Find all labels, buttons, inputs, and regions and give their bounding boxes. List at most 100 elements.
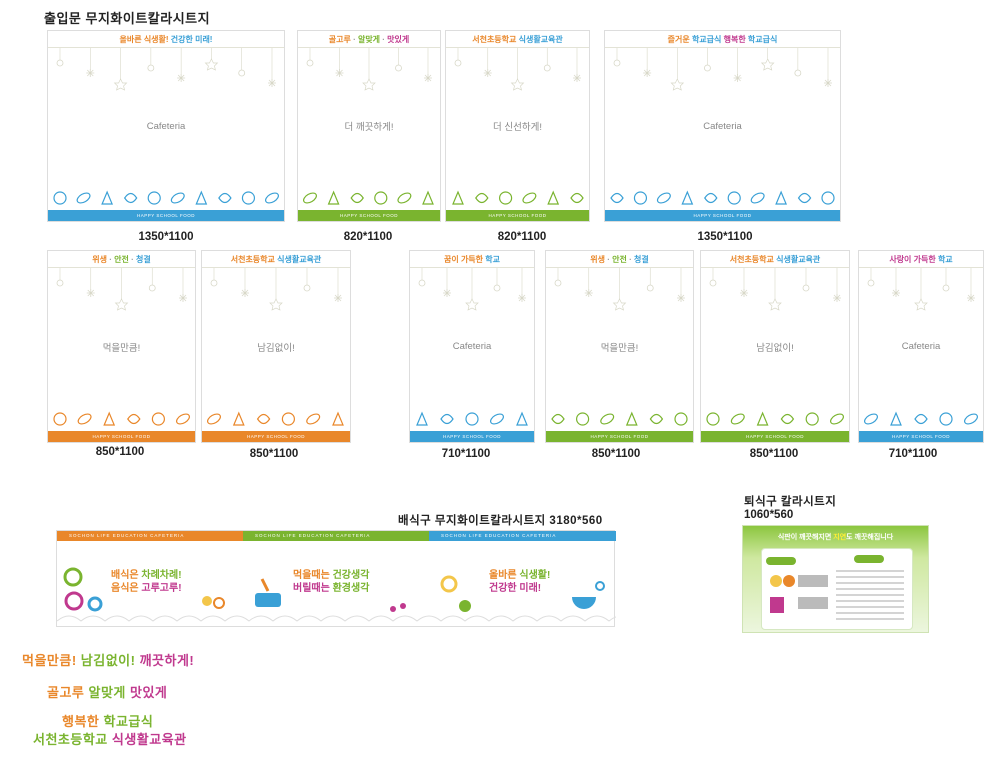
vegetable-icons	[53, 190, 279, 205]
text-part: ·	[380, 35, 388, 44]
panel-band: HAPPY SCHOOL FOOD	[298, 210, 440, 221]
text-part: 차례차례!	[138, 570, 182, 581]
text-part: 배식은	[111, 570, 139, 581]
return-sheet[interactable]: 식판이 깨끗해지면 지연도 깨끗해집니다	[742, 525, 929, 633]
return-title: 퇴식구 칼라시트지	[744, 496, 837, 508]
panel-center-text: Cafeteria	[452, 341, 492, 352]
text-part: 안전	[612, 255, 627, 264]
panel-band: HAPPY SCHOOL FOOD	[48, 431, 195, 442]
return-size: 1060*560	[744, 509, 794, 521]
panel-band: HAPPY SCHOOL FOOD	[410, 431, 534, 442]
panel-header: 서천초등학교 식생활교육관	[701, 251, 849, 268]
text-part: 알맞게	[84, 685, 126, 700]
text-part: 위생	[92, 255, 108, 264]
text-part: ·	[128, 255, 136, 264]
door-panel[interactable]: 꿈이 가득한 학교 Cafeteria HAPPY SCHOOL FOOD	[409, 250, 535, 443]
panel-center-text: 남김없이!	[756, 342, 794, 354]
text-part: 행복한	[62, 714, 100, 729]
hanging-decor	[867, 268, 975, 311]
panel-header: 올바른 식생활! 건강한 미래!	[48, 31, 284, 48]
serving-group-2: 먹을때는 건강생각 버릴때는 환경생각	[293, 569, 369, 595]
panel-header: 골고루 · 알맞게 · 맛있게	[298, 31, 440, 48]
text-part: 깨끗하게!	[135, 653, 195, 668]
panel-header: 위생 · 안전 · 청결	[546, 251, 693, 268]
hanging-decor	[613, 48, 832, 91]
panel-header: 위생 · 안전 · 청결	[48, 251, 195, 268]
panel-center-text: 더 깨끗하게!	[344, 122, 394, 133]
text-part: 먹을만큼!	[22, 653, 77, 668]
panel-center-text: 남김없이!	[257, 342, 295, 354]
text-part: 사랑이 가득한	[889, 255, 936, 264]
serving-line: 배식은 차례차례!	[111, 569, 182, 582]
text-part: 청결	[135, 255, 151, 264]
door-panel[interactable]: 위생 · 안전 · 청결 먹을만큼! HAPPY SCHOOL FOOD	[545, 250, 694, 443]
text-part: 위생	[590, 255, 606, 264]
panel-band: HAPPY SCHOOL FOOD	[701, 431, 849, 442]
size-label: 710*1100	[441, 448, 491, 460]
door-panel[interactable]: 사랑이 가득한 학교 Cafeteria HAPPY SCHOOL FOOD	[858, 250, 984, 443]
hanging-decor	[554, 268, 685, 311]
text-part: 식생활교육관	[274, 255, 322, 264]
serving-group-1: 배식은 차례차례! 음식은 고루고루!	[111, 569, 182, 595]
vegetable-icons	[303, 190, 434, 205]
text-part: 맛있게	[387, 35, 410, 44]
return-inner-card	[761, 548, 913, 630]
door-panel[interactable]: 올바른 식생활! 건강한 미래! Cafeteria HAPPY SCHOOL FO…	[47, 30, 285, 222]
text-part: 청결	[633, 255, 649, 264]
text-part: 환경생각	[329, 583, 370, 594]
return-banner-text: 식판이 깨끗해지면 지연도 깨끗해집니다	[777, 534, 894, 541]
text-part: 고루고루!	[138, 583, 182, 594]
serving-line: 건강한 미래!	[489, 582, 550, 595]
slogan-1: 먹을만큼! 남김없이! 깨끗하게!	[22, 650, 194, 669]
sheet-title: 출입문 무지화이트칼라시트지	[44, 11, 211, 26]
text-part: 올바른	[489, 570, 517, 581]
vegetable-icons	[207, 411, 344, 426]
text-part: 서천초등학교	[230, 255, 275, 264]
panel-header: 즐거운 학교급식 행복한 학교급식	[605, 31, 840, 48]
panel-band: HAPPY SCHOOL FOOD	[446, 210, 589, 221]
serving-sheet[interactable]: SOCHON LIFE EDUCATION CAFETERIA SOCHON L…	[56, 530, 616, 627]
slogan-2: 골고루 알맞게 맛있게	[47, 682, 167, 701]
door-panel[interactable]: 서천초등학교 식생활교육관 더 신선하게! HAPPY SCHOOL FOOD	[445, 30, 590, 222]
text-part: 학교급식	[745, 35, 778, 44]
serving-line: 올바른 식생활!	[489, 569, 550, 582]
text-part: 먹을때는	[293, 570, 330, 581]
text-part: 골고루	[328, 35, 351, 44]
slogan-3: 행복한 학교급식	[62, 711, 153, 730]
hanging-decor	[454, 48, 581, 91]
serving-line: 버릴때는 환경생각	[293, 582, 369, 595]
text-part: 남김없이!	[76, 653, 136, 668]
vegetable-icons	[452, 190, 584, 205]
serving-strip-blue: SOCHON LIFE EDUCATION CAFETERIA	[429, 531, 616, 541]
vegetable-icons	[864, 411, 978, 426]
serving-strip-orange: SOCHON LIFE EDUCATION CAFETERIA	[57, 531, 243, 541]
return-card-illustration	[766, 555, 904, 620]
text-part: 학교급식	[689, 35, 724, 44]
panel-header: 꿈이 가득한 학교	[410, 251, 534, 268]
text-part: 식생활교육관	[516, 35, 563, 44]
text-part: 올바른 식생활!	[119, 35, 169, 44]
text-part: ·	[626, 255, 634, 264]
vegetable-icons	[610, 190, 835, 205]
text-part: 식생활교육관	[773, 255, 821, 264]
text-part: 맛있게	[125, 685, 168, 700]
panel-header: 서천초등학교 식생활교육관	[446, 31, 589, 48]
size-label: 820*1100	[343, 231, 393, 243]
hanging-decor	[56, 48, 276, 91]
text-part: ·	[605, 255, 613, 264]
slogan-4: 서천초등학교 식생활교육관	[33, 729, 187, 748]
door-panel[interactable]: 즐거운 학교급식 행복한 학교급식 Cafeteria HAPPY SCHOOL F…	[604, 30, 841, 222]
panel-band: HAPPY SCHOOL FOOD	[605, 210, 840, 221]
text-part: 안전	[114, 255, 129, 264]
text-part: 학교급식	[99, 714, 154, 729]
hanging-decor	[56, 268, 187, 311]
size-label: 820*1100	[497, 231, 547, 243]
vegetable-icons	[53, 411, 190, 426]
text-part: 행복한	[723, 35, 746, 44]
panel-center-text: 먹을만큼!	[102, 342, 141, 354]
text-part: 서천초등학교	[33, 732, 108, 747]
door-panel[interactable]: 서천초등학교 식생활교육관 남김없이! HAPPY SCHOOL FOOD	[201, 250, 351, 443]
